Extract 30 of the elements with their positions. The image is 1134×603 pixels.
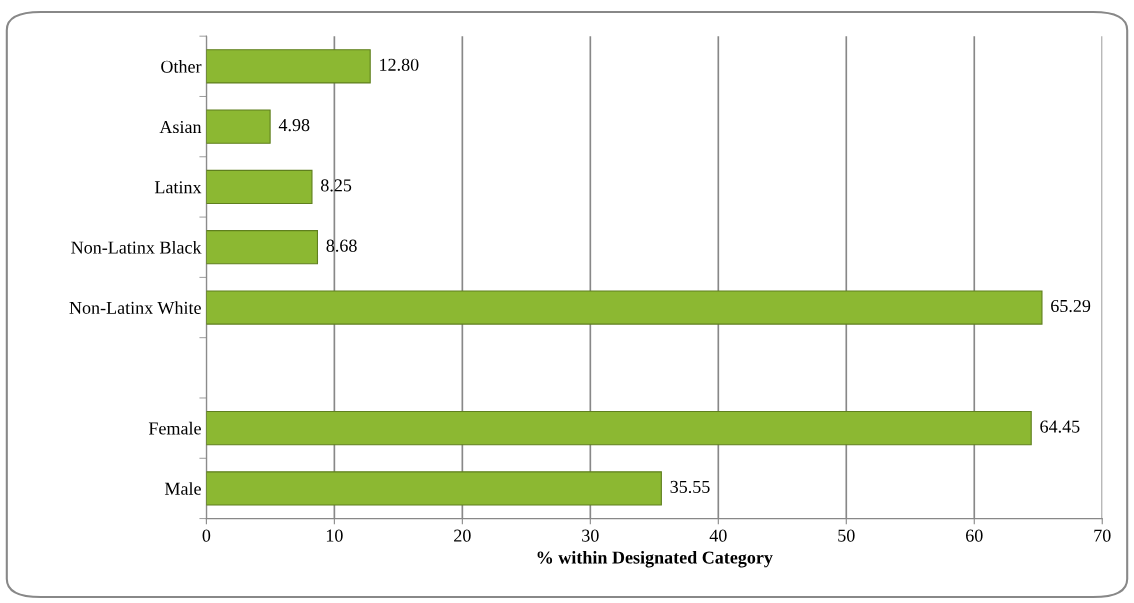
bar bbox=[206, 410, 1032, 446]
y-tick-label: Latinx bbox=[154, 181, 202, 194]
x-tick-label: 70 bbox=[1094, 529, 1111, 542]
bar bbox=[206, 109, 271, 144]
bar bbox=[206, 230, 319, 265]
data-label: 35.55 bbox=[670, 480, 710, 494]
y-tick-label: Female bbox=[148, 421, 201, 435]
x-tick-label: 40 bbox=[709, 529, 727, 542]
bar bbox=[206, 471, 662, 506]
y-tick-label: Asian bbox=[159, 120, 202, 134]
x-tick-label: 0 bbox=[202, 529, 211, 542]
x-tick-label: 50 bbox=[838, 529, 855, 542]
x-axis-title: % within Designated Category bbox=[537, 550, 773, 568]
data-label: 4.98 bbox=[278, 118, 310, 132]
bar bbox=[206, 290, 1043, 325]
y-tick-label: Non-Latinx White bbox=[69, 301, 201, 315]
data-label: 64.45 bbox=[1040, 420, 1080, 433]
x-tick-label: 30 bbox=[582, 529, 599, 542]
y-tick-label: Non-Latinx Black bbox=[71, 240, 202, 254]
bar bbox=[206, 49, 371, 84]
x-tick-label: 20 bbox=[454, 529, 471, 542]
data-label: 8.68 bbox=[326, 239, 357, 252]
data-label: 8.25 bbox=[320, 179, 352, 192]
x-tick-label: 10 bbox=[326, 529, 343, 542]
x-tick-label: 60 bbox=[966, 529, 983, 542]
bar bbox=[206, 169, 313, 205]
data-label: 65.29 bbox=[1051, 299, 1091, 313]
data-label: 12.80 bbox=[380, 58, 419, 71]
y-tick-label: Other bbox=[161, 60, 202, 73]
y-tick-label: Male bbox=[164, 482, 201, 495]
